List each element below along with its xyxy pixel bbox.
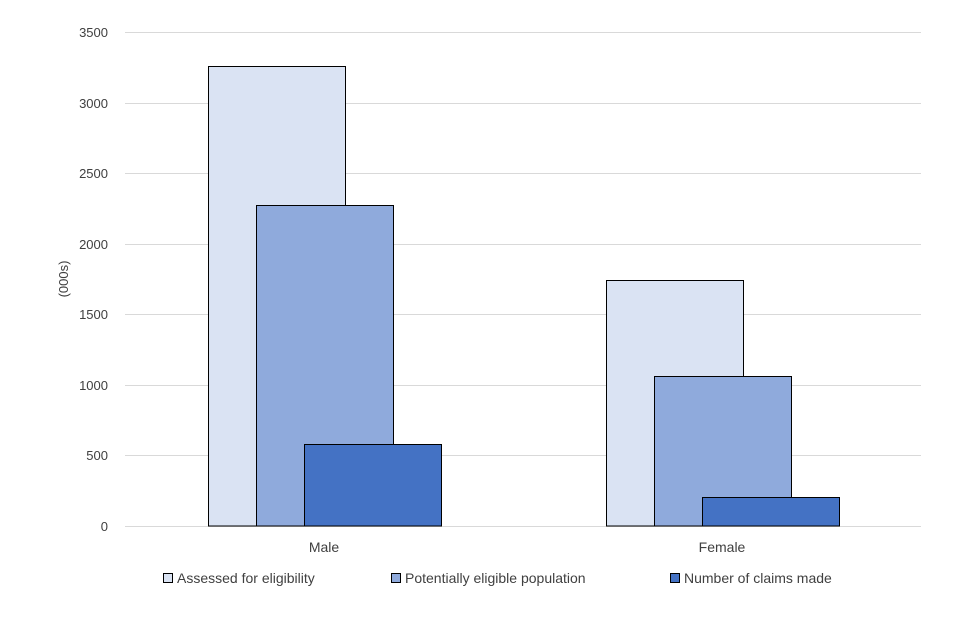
x-tick-label: Female [699,539,746,555]
legend-label-2: Potentially eligible population [405,570,586,586]
legend-label-3: Number of claims made [684,570,832,586]
bars [208,66,840,527]
y-tick-label: 0 [101,519,108,534]
legend: Assessed for eligibility Potentially elig… [163,570,832,586]
bar-female-series-3 [702,497,840,527]
y-tick-label: 3500 [79,25,108,40]
y-tick-label: 2000 [79,237,108,252]
y-tick-label: 3000 [79,96,108,111]
legend-swatch-2 [391,573,401,583]
x-tick-label: Male [309,539,340,555]
bar-male-series-3 [304,444,442,527]
y-tick-label: 2500 [79,166,108,181]
legend-swatch-3 [670,573,680,583]
legend-label-1: Assessed for eligibility [177,570,315,586]
y-tick-label: 1500 [79,307,108,322]
x-axis-labels: Male Female [309,539,746,555]
legend-swatch-1 [163,573,173,583]
y-tick-label: 1000 [79,378,108,393]
y-axis-title: (000s) [56,261,71,298]
y-axis-ticks: 0 500 1000 1500 2000 2500 3000 3500 [79,25,108,534]
y-tick-label: 500 [86,448,108,463]
